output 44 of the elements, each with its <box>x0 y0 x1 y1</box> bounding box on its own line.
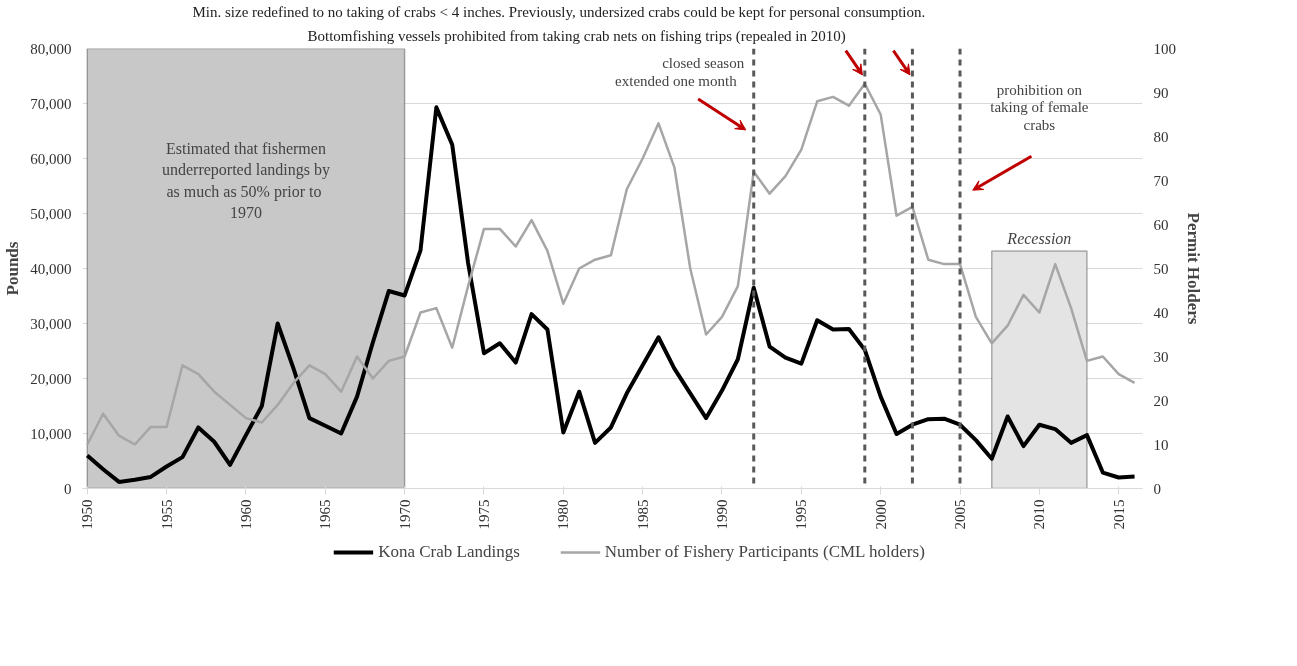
y2-tick-label: 50 <box>1153 260 1169 277</box>
x-tick-label: 1950 <box>79 499 96 530</box>
y2-tick-label: 80 <box>1153 128 1169 145</box>
y2-tick-label: 20 <box>1153 392 1169 409</box>
x-tick-label: 2010 <box>1031 499 1048 530</box>
legend-label: Kona Crab Landings <box>378 542 520 562</box>
y-tick-label: 50,000 <box>30 205 72 222</box>
y-tick-label: 60,000 <box>30 150 72 167</box>
x-tick-label: 1995 <box>793 499 810 530</box>
y2-tick-label: 0 <box>1153 480 1161 497</box>
y-tick-label: 20,000 <box>30 370 72 387</box>
x-tick-label: 1980 <box>555 499 572 530</box>
y2-tick-label: 10 <box>1153 436 1169 453</box>
y-tick-label: 0 <box>64 480 72 497</box>
y2-tick-label: 100 <box>1153 40 1176 57</box>
legend-label: Number of Fishery Participants (CML holders) <box>604 542 925 562</box>
x-tick-label: 1960 <box>237 499 254 530</box>
ref-line-label: Min. size redefined to no taking of crabs < 4 inches. Previously, undersized crabs could be kept for personal consumption. <box>192 3 926 20</box>
band-label: Recession <box>1006 229 1072 247</box>
y2-tick-label: 30 <box>1153 348 1169 365</box>
y-tick-label: 10,000 <box>30 425 72 442</box>
x-tick-label: 2015 <box>1110 499 1127 530</box>
x-tick-label: 2000 <box>872 499 889 530</box>
x-tick-label: 1985 <box>634 499 651 530</box>
y-tick-label: 80,000 <box>30 40 72 57</box>
y2-tick-label: 60 <box>1153 216 1169 233</box>
ref-line-label: closed season extended one month <box>615 55 745 89</box>
x-tick-label: 1965 <box>317 499 334 530</box>
y2-tick-label: 70 <box>1153 172 1169 189</box>
y-tick-label: 70,000 <box>30 95 72 112</box>
y2-tick-label: 90 <box>1153 84 1169 101</box>
y-tick-label: 30,000 <box>30 315 72 332</box>
x-tick-label: 1970 <box>396 499 413 530</box>
x-tick-label: 1955 <box>158 499 175 530</box>
x-tick-label: 1975 <box>475 499 492 530</box>
x-tick-label: 2005 <box>952 499 969 530</box>
y2-axis-title: Permit Holders <box>1184 212 1203 325</box>
y-axis-title: Pounds <box>3 241 23 296</box>
band-label: Estimated that fishermen underreported landings by as much as 50% prior to 1970 <box>161 140 330 221</box>
x-tick-label: 1990 <box>713 499 730 530</box>
y2-tick-label: 40 <box>1153 304 1169 321</box>
ref-line-label: prohibition on taking of female crabs <box>990 81 1089 133</box>
ref-line-label: Bottomfishing vessels prohibited from taking crab nets on fishing trips (repealed in 2010) <box>307 27 846 45</box>
y-tick-label: 40,000 <box>30 260 72 277</box>
